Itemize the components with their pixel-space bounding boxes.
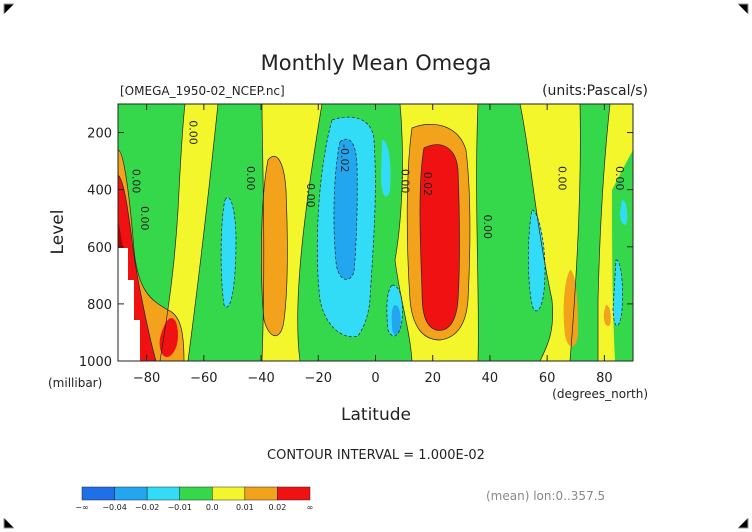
legend-label: 0.0 <box>206 503 219 512</box>
y-axis: 200 400 600 800 1000 <box>79 127 633 370</box>
contour-label: 0.02 <box>421 172 434 197</box>
contour-labels: 0.00 0.00 0.00 0.00 0.00 -0.02 0.00 0.02 0.00 0.0… <box>129 120 626 239</box>
x-tick-label: 0 <box>371 371 379 386</box>
y-tick-label: 200 <box>87 127 112 142</box>
contour-label: 0.00 <box>244 166 257 191</box>
x-tick-label: 20 <box>424 371 441 386</box>
y-tick-label: 600 <box>87 241 112 256</box>
x-tick-label: −40 <box>247 371 274 386</box>
legend-swatch <box>81 486 115 501</box>
y-tick-label: 800 <box>87 298 112 313</box>
contour-field <box>118 104 633 361</box>
legend-swatch <box>114 486 148 501</box>
contour-label: 0.00 <box>613 166 626 191</box>
units-label: (units:Pascal/s) <box>542 83 648 99</box>
x-axis: −80 −60 −40 −20 0 20 40 60 80 <box>133 104 613 386</box>
legend-label: −0.04 <box>102 503 127 512</box>
legend-label: 0.02 <box>269 503 287 512</box>
legend-label: 0.01 <box>236 503 254 512</box>
contour-label: -0.02 <box>338 144 351 172</box>
contour-interval-text: CONTOUR INTERVAL = 1.000E-02 <box>267 448 485 463</box>
y-tick-label: 1000 <box>79 355 112 370</box>
y-tick-label: 400 <box>87 184 112 199</box>
legend-swatch <box>244 486 278 501</box>
legend-label: −∞ <box>75 503 88 512</box>
contour-label: 0.00 <box>481 215 494 240</box>
x-tick-label: −20 <box>305 371 332 386</box>
y-units-label: (millibar) <box>48 376 102 390</box>
legend-swatch <box>212 486 246 501</box>
contour-label: 0.00 <box>138 206 151 231</box>
x-tick-label: 40 <box>482 371 499 386</box>
mean-text: (mean) lon:0..357.5 <box>486 489 605 503</box>
contour-label: 0.00 <box>187 120 200 145</box>
legend-swatch <box>179 486 213 501</box>
file-label: [OMEGA_1950-02_NCEP.nc] <box>120 84 285 98</box>
legend-label: −0.02 <box>135 503 160 512</box>
corner-marks <box>3 3 749 529</box>
x-units-label: (degrees_north) <box>552 387 648 401</box>
legend-label: −0.01 <box>167 503 192 512</box>
x-tick-label: −80 <box>133 371 160 386</box>
x-tick-label: 80 <box>596 371 613 386</box>
legend-label: ∞ <box>307 503 314 512</box>
contour-label: 0.00 <box>129 169 142 194</box>
x-tick-label: 60 <box>539 371 556 386</box>
y-axis-label: Level <box>48 210 68 255</box>
contour-label: 0.00 <box>556 166 569 191</box>
legend: −∞ −0.04 −0.02 −0.01 0.0 0.01 0.02 ∞ <box>75 486 314 512</box>
legend-swatch <box>277 486 311 501</box>
legend-swatch <box>146 486 180 501</box>
chart-title: Monthly Mean Omega <box>261 51 492 75</box>
contour-label: 0.00 <box>304 183 317 208</box>
x-axis-label: Latitude <box>341 405 411 425</box>
x-tick-label: −60 <box>190 371 217 386</box>
contour-label: 0.00 <box>398 169 411 194</box>
